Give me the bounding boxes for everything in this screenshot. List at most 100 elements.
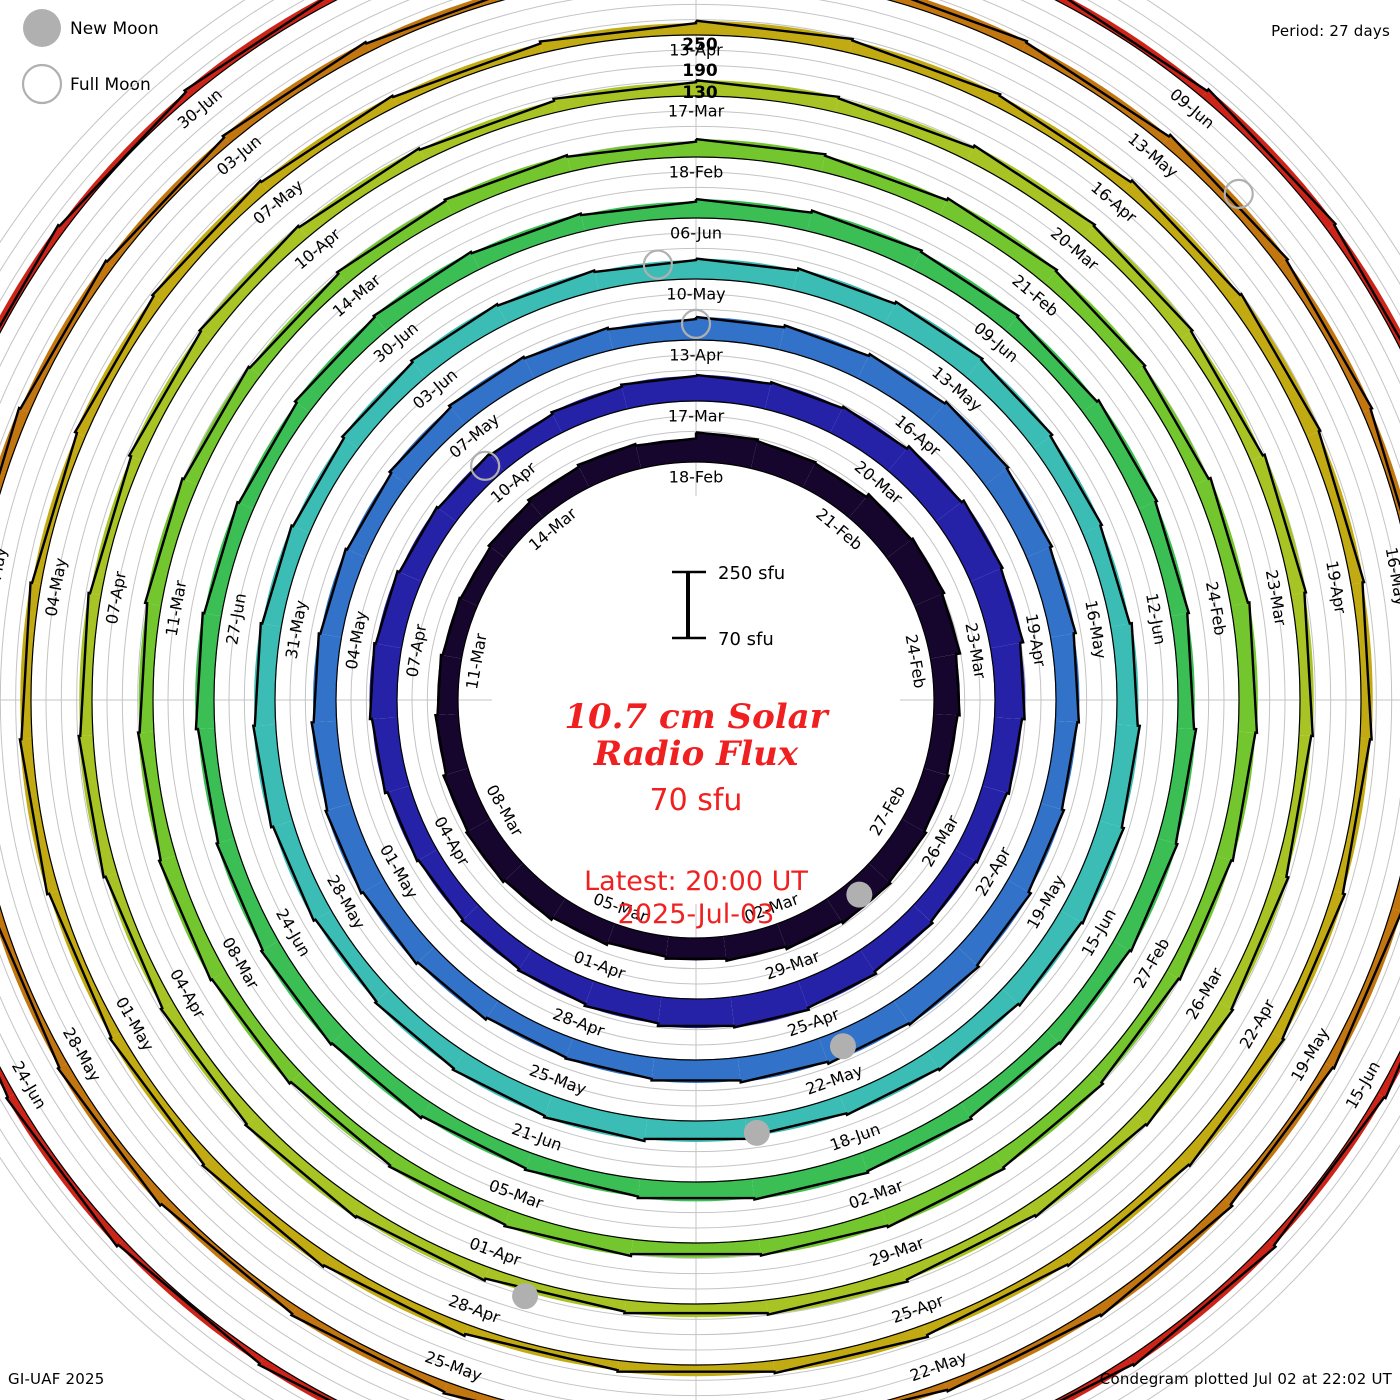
flux-ring-6 — [77, 78, 1315, 1318]
flux-bar — [696, 374, 771, 410]
flux-bar — [581, 201, 696, 231]
flux-bar — [696, 432, 758, 469]
flux-bar — [912, 251, 1019, 331]
flux-bar — [118, 1240, 264, 1364]
flux-bar — [369, 643, 402, 719]
flux-baseline — [396, 400, 996, 1000]
date-label: 31-May — [0, 546, 10, 608]
flux-bar — [1123, 180, 1241, 303]
flux-bar — [1084, 225, 1193, 340]
flux-bar — [651, 1057, 741, 1083]
credit-label: GI-UAF 2025 — [8, 1370, 105, 1388]
flux-bar — [567, 141, 696, 172]
flux-ring-5 — [136, 137, 1259, 1258]
flux-bar — [311, 720, 352, 811]
new-moon-marker-icon — [829, 1033, 856, 1060]
legend: New Moon Full Moon — [21, 9, 159, 105]
date-label: 06-Jun — [670, 224, 722, 243]
flux-bar — [607, 923, 669, 957]
flux-bar — [273, 820, 332, 921]
flux-bar — [1333, 738, 1371, 894]
radial-tick-130: 130 — [682, 83, 718, 103]
flux-bar — [1040, 720, 1078, 810]
flux-bar — [886, 538, 945, 606]
center-title-line2: Radio Flux — [593, 734, 799, 774]
flux-baseline — [335, 339, 1057, 1061]
flux-envelope — [368, 373, 1026, 1029]
flux-bar — [1229, 294, 1321, 437]
flux-bar — [184, 0, 337, 98]
scale-bar: 250 sfu 70 sfu — [672, 563, 785, 650]
flux-bar — [461, 905, 532, 970]
flux-bar — [750, 441, 816, 488]
full-moon-marker-icon — [1223, 178, 1254, 209]
flux-bar — [657, 996, 735, 1029]
full-moon-marker-icon — [680, 308, 712, 339]
flux-bar — [253, 724, 293, 828]
date-label: 23-Mar — [1262, 568, 1291, 627]
flux-bar — [129, 331, 212, 461]
flux-bar — [1045, 271, 1146, 376]
date-label: 23-Mar — [961, 621, 990, 680]
flux-bar — [442, 598, 478, 659]
flux-bar — [869, 819, 927, 883]
flux-bar — [821, 155, 948, 215]
flux-bar — [994, 1072, 1103, 1168]
flux-bar — [1090, 971, 1179, 1083]
flux-bar — [199, 225, 308, 340]
flux-bar — [249, 273, 347, 376]
flux-baseline — [152, 156, 1240, 1244]
flux-bar — [295, 317, 387, 413]
flux-bar — [1033, 436, 1102, 534]
period-label: Period: 27 days — [1271, 22, 1390, 40]
full-moon-swatch-icon — [21, 63, 63, 105]
date-label: 13-Apr — [669, 346, 723, 365]
flux-bar — [1278, 260, 1373, 413]
flux-bar — [793, 268, 896, 324]
flux-envelope — [18, 19, 1373, 1375]
flux-bar — [1350, 582, 1373, 740]
flux-bar — [437, 655, 462, 716]
flux-bar — [443, 768, 490, 832]
flux-bar — [994, 95, 1131, 191]
flux-bar — [524, 327, 613, 379]
flux-bar — [1055, 0, 1208, 98]
date-label: 27-Jun — [222, 592, 250, 647]
flux-bar — [1131, 366, 1209, 485]
flux-bar — [621, 375, 696, 410]
flux-ring-2 — [310, 315, 1081, 1084]
center-latest-time: Latest: 20:00 UT — [584, 866, 808, 897]
flux-ring-7 — [18, 19, 1373, 1377]
flux-ring-1 — [368, 373, 1026, 1029]
flux-bar — [939, 198, 1057, 285]
flux-bar — [830, 406, 907, 471]
flux-bar — [1179, 1032, 1284, 1166]
date-label: 10-May — [666, 285, 725, 304]
flux-bar — [362, 880, 435, 964]
flux-bar — [486, 1000, 573, 1058]
flux-bar — [57, 1063, 168, 1206]
flux-bar — [807, 210, 922, 270]
flux-bar — [927, 988, 1019, 1071]
date-label: 04-May — [342, 609, 371, 671]
flux-bar — [399, 507, 457, 582]
flux-bar — [1026, 547, 1076, 638]
flux-bar — [245, 1114, 365, 1218]
flux-bar — [1055, 1357, 1133, 1400]
flux-bar — [337, 201, 453, 285]
flux-bar — [518, 949, 594, 1005]
flux-bar — [238, 402, 310, 510]
flux-bar — [551, 386, 628, 433]
flux-bar — [197, 728, 235, 844]
flux-bar — [1050, 633, 1080, 723]
flux-bar — [696, 199, 812, 231]
flux-bar — [744, 1095, 847, 1137]
flux-bar — [884, 301, 983, 378]
flux-bar — [159, 855, 226, 981]
full-moon-marker-icon — [642, 249, 674, 280]
date-label: 24-Feb — [902, 633, 930, 690]
flux-bar — [418, 849, 479, 920]
flux-bar — [325, 803, 385, 894]
